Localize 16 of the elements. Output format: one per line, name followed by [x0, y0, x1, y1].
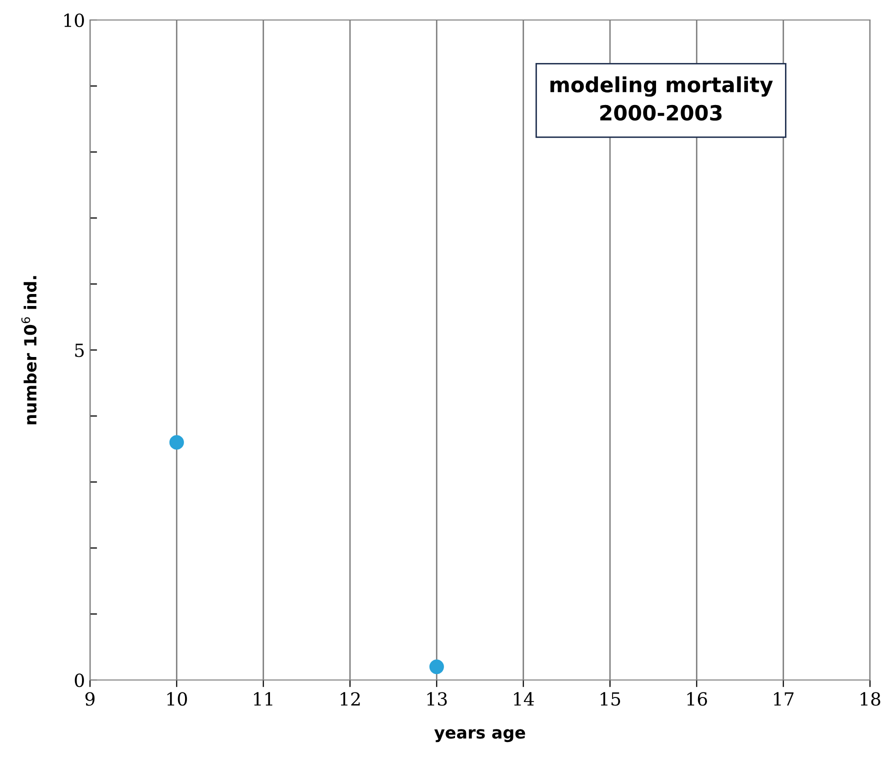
y-tick-label: 5 [75, 344, 84, 358]
y-axis-title: number 10$^{6}$ ind. [21, 276, 37, 424]
x-tick-label: 17 [774, 692, 794, 706]
x-tick-label: 12 [340, 692, 360, 706]
x-tick-label: 15 [600, 692, 620, 706]
x-tick-label: 9 [85, 692, 95, 706]
x-axis-title: years age [434, 729, 526, 742]
x-tick-label: 13 [427, 692, 447, 706]
x-tick-label: 11 [254, 692, 272, 706]
text: modeling mortality 2000-2003 [550, 76, 773, 121]
x-tick-label: 14 [514, 692, 534, 706]
x-tick-label: 16 [687, 692, 708, 706]
x-tick-label: 10 [167, 692, 187, 706]
y-tick-label: 0 [74, 673, 84, 688]
x-tick-label: 18 [860, 692, 880, 706]
y-tick-label: 10 [64, 13, 84, 28]
